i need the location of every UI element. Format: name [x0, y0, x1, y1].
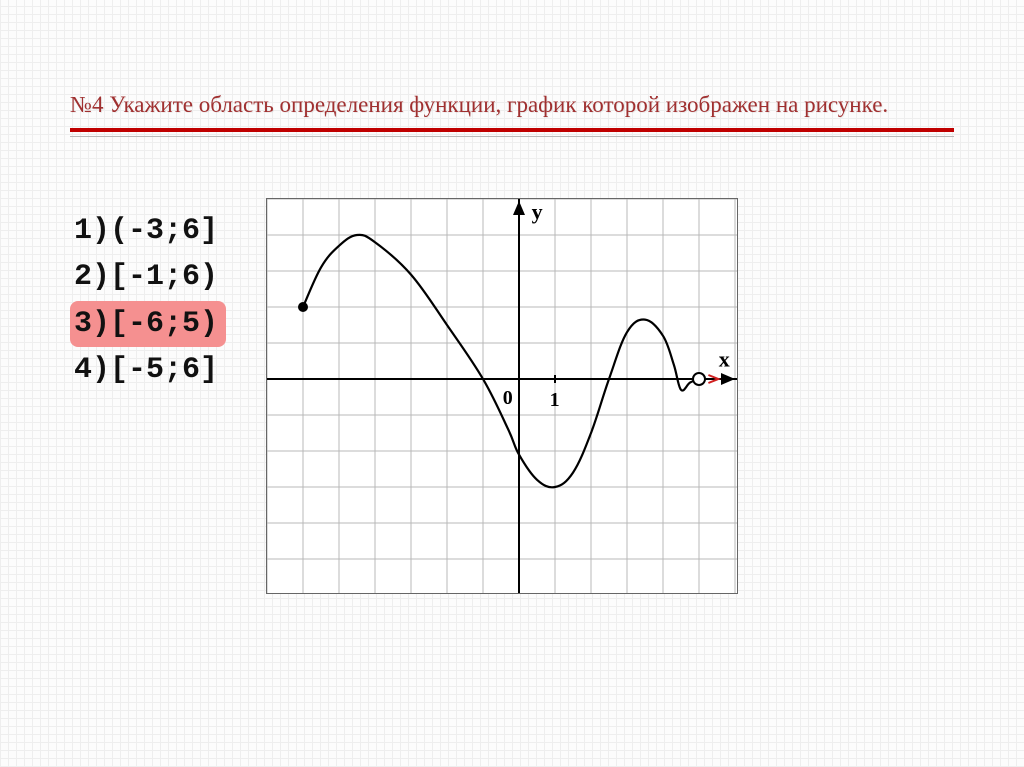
option-2[interactable]: 2)[-1;6) — [70, 260, 226, 294]
rule-line — [70, 136, 954, 137]
svg-text:0: 0 — [503, 387, 513, 409]
option-1[interactable]: 1)(-3;6] — [70, 214, 226, 248]
title-rule — [70, 128, 954, 138]
graph-panel: y x 0 1 — [266, 198, 738, 594]
option-3[interactable]: 3)[-6;5) — [70, 301, 226, 348]
answer-options: 1)(-3;6] 2)[-1;6) 3)[-6;5) 4)[-5;6] — [70, 208, 226, 394]
svg-text:y: y — [532, 199, 543, 224]
option-4[interactable]: 4)[-5;6] — [70, 353, 226, 387]
rule-bar — [70, 128, 954, 132]
question-title: №4 Укажите область определения функции, … — [70, 90, 954, 120]
function-graph: y x 0 1 — [267, 199, 737, 593]
svg-text:1: 1 — [550, 389, 560, 411]
content-row: 1)(-3;6] 2)[-1;6) 3)[-6;5) 4)[-5;6] y x 0 1 — [70, 198, 954, 594]
svg-text:x: x — [719, 346, 730, 371]
slide: №4 Укажите область определения функции, … — [0, 0, 1024, 767]
